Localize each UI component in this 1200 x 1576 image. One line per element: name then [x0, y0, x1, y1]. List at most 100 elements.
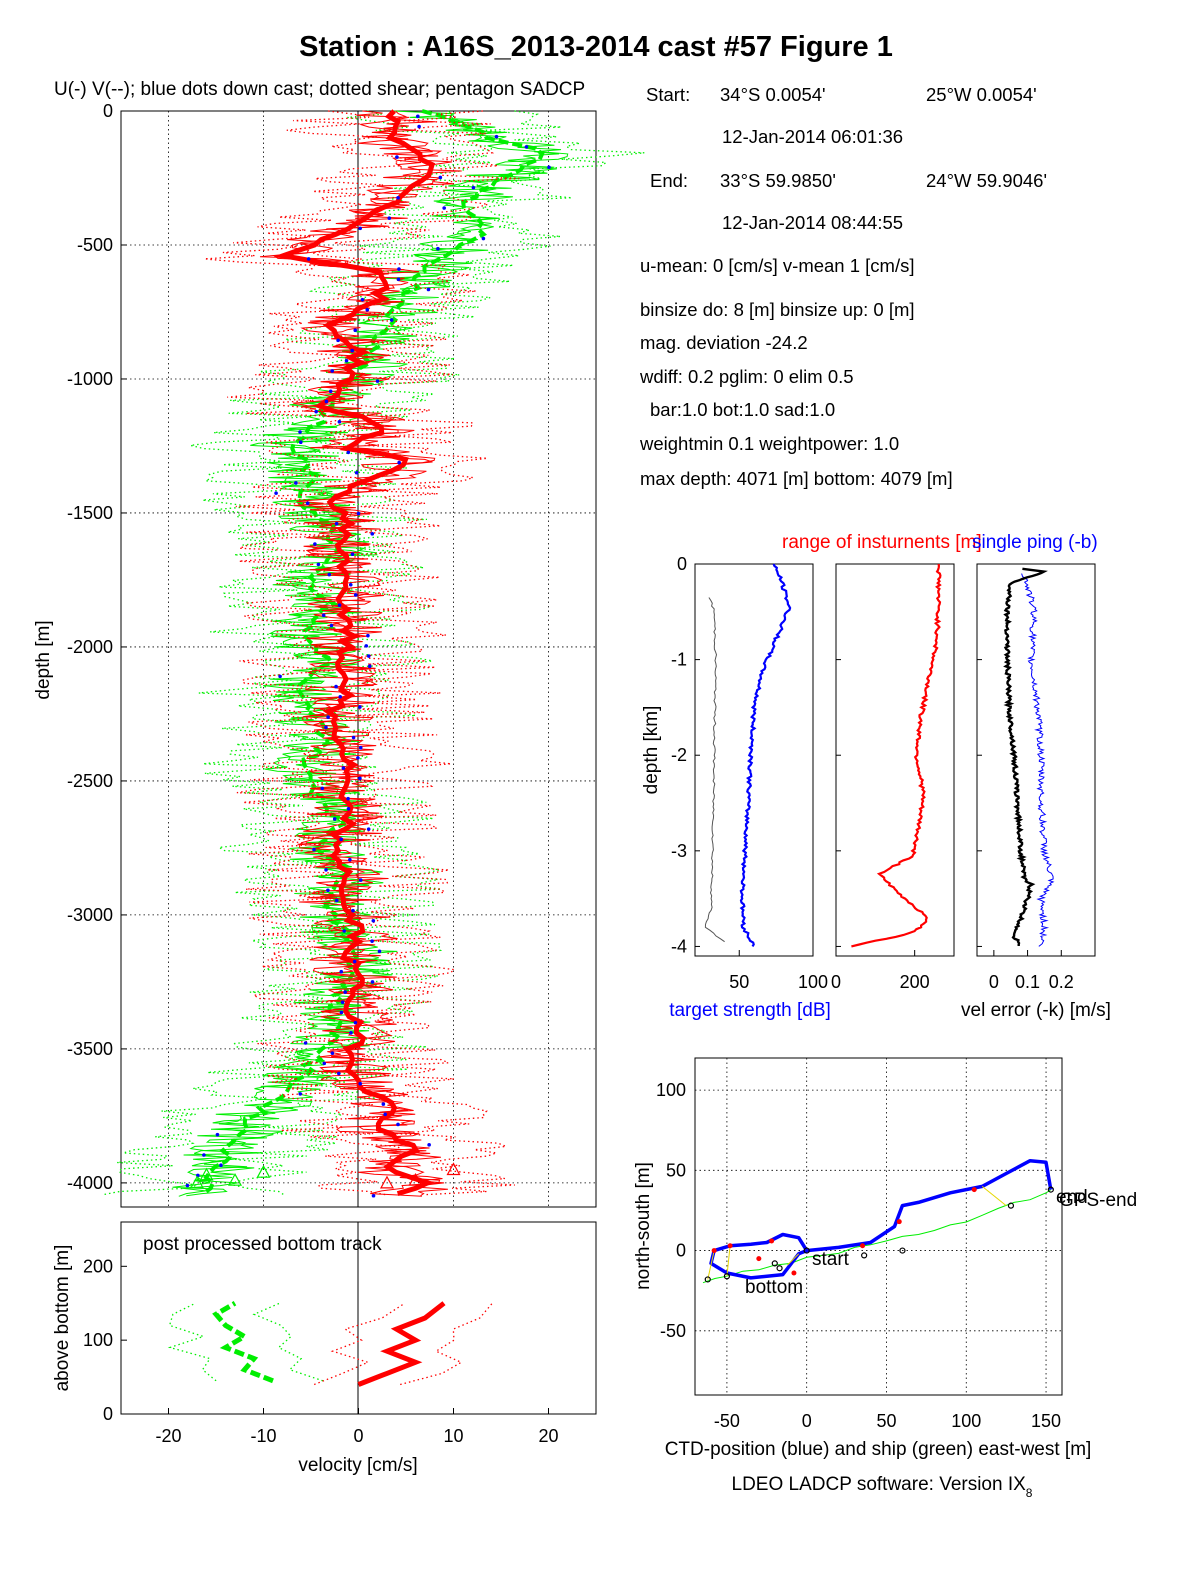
ctd-ship-connector — [981, 1185, 1007, 1207]
end-latitude: 33°S 59.9850' — [720, 170, 836, 191]
downcast-dot — [350, 552, 355, 557]
downcast-dot — [417, 124, 421, 129]
downcast-dot — [366, 827, 371, 831]
downcast-dot — [324, 868, 328, 872]
downcast-dot — [426, 287, 431, 292]
u-bottom-track — [357, 1301, 446, 1387]
east-west-tick-label: 50 — [876, 1411, 896, 1431]
velocity-tick-label: -10 — [250, 1426, 276, 1446]
downcast-dot — [397, 460, 401, 465]
downcast-dot — [442, 206, 446, 210]
downcast-dot — [306, 257, 311, 261]
start-latitude: 34°S 0.0054' — [720, 84, 826, 105]
ship-time-marker — [704, 1276, 711, 1283]
figure-title: Station : A16S_2013-2014 cast #57 Figure… — [299, 31, 893, 63]
ship-time-marker — [776, 1265, 783, 1272]
downcast-dot — [547, 165, 551, 170]
depth-km-tick-label: -4 — [671, 936, 687, 956]
downcast-dot — [328, 389, 333, 394]
depth-km-tick-label: -2 — [671, 745, 687, 765]
x-tick-label: 200 — [900, 972, 930, 992]
downcast-dot — [332, 817, 337, 821]
target-strength-line — [739, 563, 792, 947]
downcast-dot — [366, 633, 370, 638]
ctd-ship-connector — [707, 1250, 715, 1280]
single-ping-legend: single ping (-b) — [972, 532, 1098, 553]
depth-tick-label: -2000 — [67, 637, 113, 657]
downcast-dot — [326, 888, 330, 893]
depth-km-tick-label: -3 — [671, 841, 687, 861]
bottom-annotation: bottom — [745, 1277, 803, 1298]
mean-velocities: u-mean: 0 [cm/s] v-mean 1 [cm/s] — [640, 255, 915, 276]
sadcp-marker — [408, 1172, 423, 1186]
downcast-dot — [370, 980, 375, 984]
start-time: 12-Jan-2014 06:01:36 — [722, 126, 903, 147]
downcast-dot — [358, 745, 363, 750]
downcast-dot — [334, 521, 339, 526]
ship-time-marker — [1047, 1186, 1054, 1193]
downcast-dot — [322, 1061, 327, 1066]
depth-tick-label: 0 — [103, 101, 113, 121]
east-west-tick-label: 100 — [951, 1411, 981, 1431]
gps-end-annotation: GPS-end — [1059, 1190, 1137, 1211]
downcast-dot — [358, 878, 363, 882]
downcast-dot — [330, 369, 335, 373]
mag-deviation: mag. deviation -24.2 — [640, 332, 808, 353]
velocity-tick-label: 0 — [353, 1426, 363, 1446]
velocity-profile-plot: 0 -500 -1000 -1500 -2000 -2500 -3000 -3500 -4000 — [67, 101, 645, 1208]
cast-info: Start: 34°S 0.0054' 25°W 0.0054' 12-Jan-… — [639, 84, 1047, 489]
ship-time-marker — [723, 1273, 731, 1280]
downcast-dot — [337, 603, 342, 607]
east-west-label: CTD-position (blue) and ship (green) eas… — [665, 1439, 1092, 1460]
target-strength-label: target strength [dB] — [669, 1000, 831, 1021]
bar-info: bar:1.0 bot:1.0 sad:1.0 — [650, 399, 835, 420]
downcast-dot — [524, 145, 529, 149]
downcast-dot — [371, 1193, 376, 1198]
downcast-dot — [351, 908, 355, 913]
downcast-dot — [351, 735, 356, 740]
sadcp-marker — [379, 1175, 395, 1189]
start-longitude: 25°W 0.0054' — [926, 84, 1037, 105]
bottom-track-annotation: post processed bottom track — [143, 1234, 382, 1255]
ctd-ship-connector — [726, 1245, 731, 1277]
downcast-dot — [342, 929, 346, 933]
downcast-dot — [356, 511, 361, 516]
downcast-dot — [396, 1122, 400, 1127]
downcast-dot — [436, 246, 440, 251]
downcast-dot — [312, 847, 316, 852]
depth-km-tick-label: -1 — [671, 650, 687, 670]
downcast-dot — [375, 379, 380, 383]
depth-tick-label: -3500 — [67, 1039, 113, 1059]
downcast-dot — [215, 1132, 220, 1137]
ctd-time-marker — [860, 1243, 866, 1249]
ship-time-marker — [861, 1252, 868, 1259]
ctd-time-marker — [756, 1256, 762, 1262]
depth-tick-label: -3000 — [67, 905, 113, 925]
vel-error-line — [1003, 567, 1048, 946]
vel-error-plot: 0 0.1 0.2 — [976, 563, 1096, 992]
software-version-subscript: 8 — [1026, 1486, 1033, 1500]
downcast-dot — [344, 358, 349, 363]
downcast-dot — [397, 267, 401, 271]
depth-km-label: depth [km] — [641, 706, 662, 795]
downcast-dot — [370, 532, 375, 536]
downcast-dot — [337, 420, 342, 424]
downcast-dot — [377, 949, 382, 954]
position-frame — [694, 1057, 1063, 1396]
v-shear-envelope — [102, 110, 493, 1196]
downcast-dot — [348, 582, 353, 587]
downcast-dot — [346, 806, 351, 811]
x-tick-label: 0 — [989, 972, 999, 992]
ship-time-marker — [899, 1247, 906, 1254]
depth-tick-label: -1000 — [67, 369, 113, 389]
v-bottom-shear — [252, 1302, 324, 1382]
downcast-dot — [330, 1051, 335, 1055]
x-tick-label: 100 — [798, 972, 828, 992]
vel-error-label: vel error (-k) [m/s] — [961, 1000, 1111, 1021]
ctd-time-marker — [769, 1238, 775, 1244]
downcast-dot — [278, 674, 282, 679]
v-bottom-track — [212, 1301, 274, 1384]
downcast-dot — [416, 114, 420, 119]
u-upcast-trace — [259, 110, 462, 1197]
ship-time-marker — [1007, 1202, 1015, 1209]
